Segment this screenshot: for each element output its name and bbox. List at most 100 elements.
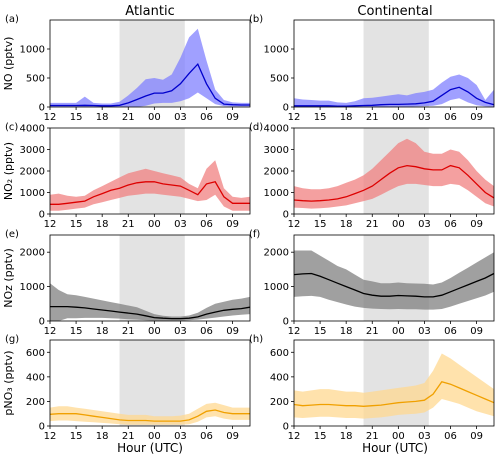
x-tick-label: 00	[392, 112, 405, 123]
uncertainty-band	[50, 283, 250, 321]
x-tick-label: 15	[314, 112, 327, 123]
y-tick-label: 1000	[264, 188, 289, 199]
x-tick-label: 03	[418, 112, 431, 123]
y-tick-label: 600	[270, 348, 289, 359]
uncertainty-band	[294, 138, 494, 209]
y-tick-label: 0	[283, 422, 289, 433]
y-tick-label: 500	[270, 74, 289, 85]
x-tick-label: 03	[174, 219, 187, 230]
x-tick-label: 12	[288, 326, 301, 337]
y-tick-label: 1000	[20, 45, 45, 56]
x-tick-label: 06	[444, 219, 457, 230]
x-tick-label: 09	[226, 112, 239, 123]
x-tick-label: 06	[444, 326, 457, 337]
x-tick-label: 21	[366, 219, 379, 230]
y-tick-label: 0	[39, 103, 45, 114]
y-tick-label: 1000	[264, 45, 289, 56]
column-title-atlantic: Atlantic	[125, 4, 174, 19]
x-tick-label: 12	[288, 112, 301, 123]
y-axis-label: NOz (pptv)	[2, 248, 15, 308]
mean-line	[294, 272, 494, 298]
mean-line	[294, 86, 494, 107]
x-tick-label: 06	[200, 112, 213, 123]
y-tick-label: 0	[283, 103, 289, 114]
x-tick-label: 21	[366, 431, 379, 442]
x-tick-label: 03	[418, 431, 431, 442]
x-tick-label: 21	[366, 326, 379, 337]
axes-frame	[293, 19, 495, 108]
panel-label: (a)	[5, 14, 19, 25]
x-tick-label: 03	[418, 219, 431, 230]
x-tick-label: 15	[314, 431, 327, 442]
y-tick-label: 1000	[20, 188, 45, 199]
column-title-continental: Continental	[357, 4, 432, 19]
x-tick-label: 15	[314, 326, 327, 337]
x-tick-label: 00	[148, 326, 161, 337]
x-tick-label: 12	[44, 326, 57, 337]
x-tick-label: 12	[44, 112, 57, 123]
x-tick-label: 18	[96, 112, 109, 123]
x-tick-label: 15	[70, 112, 83, 123]
y-tick-label: 200	[270, 397, 289, 408]
x-tick-label: 06	[200, 219, 213, 230]
x-axis-label-right: Hour (UTC)	[362, 441, 428, 455]
x-tick-label: 06	[444, 112, 457, 123]
night-shading	[119, 340, 185, 426]
y-tick-label: 4000	[20, 124, 45, 135]
mean-line	[50, 409, 250, 422]
y-tick-label: 200	[26, 397, 45, 408]
axes-frame	[49, 234, 251, 322]
x-tick-label: 21	[122, 431, 135, 442]
y-axis-label: pNO₃ (pptv)	[2, 350, 15, 415]
chart-panel: 0 500 1000 12 15 18 21 00 03 06 09 (b)	[249, 14, 495, 123]
x-tick-label: 18	[340, 326, 353, 337]
x-tick-label: 15	[70, 326, 83, 337]
uncertainty-band	[294, 353, 494, 419]
y-tick-label: 400	[270, 372, 289, 383]
x-tick-label: 09	[470, 112, 483, 123]
chart-panel: 0 1000 2000 12 15 18 21 00 03 06 09 (e) NOz (pptv)	[2, 229, 251, 337]
x-tick-label: 12	[44, 431, 57, 442]
x-tick-label: 21	[122, 112, 135, 123]
y-tick-label: 1000	[20, 282, 45, 293]
uncertainty-band	[50, 402, 250, 425]
chart-panel: 0 200 400 600 12 15 18 21 00 03 06 09 (g) pNO₃ (pptv)	[2, 334, 251, 442]
x-tick-label: 21	[122, 219, 135, 230]
chart-panel: 0 1000 2000 12 15 18 21 00 03 06 09 (f)	[249, 229, 495, 337]
x-tick-label: 15	[70, 431, 83, 442]
panel-label: (d)	[249, 122, 263, 133]
y-axis-label: NO₂ (pptv)	[2, 142, 15, 200]
x-tick-label: 00	[392, 219, 405, 230]
x-tick-label: 00	[148, 431, 161, 442]
x-tick-label: 09	[226, 219, 239, 230]
panel-label: (g)	[5, 334, 19, 345]
y-tick-label: 4000	[264, 124, 289, 135]
y-tick-label: 2000	[20, 167, 45, 178]
y-tick-label: 600	[26, 348, 45, 359]
x-tick-label: 06	[200, 431, 213, 442]
mean-line	[294, 164, 494, 202]
mean-line	[50, 181, 250, 205]
axes-frame	[293, 234, 495, 322]
x-tick-label: 09	[226, 431, 239, 442]
x-tick-label: 03	[174, 431, 187, 442]
y-tick-label: 1000	[264, 282, 289, 293]
x-tick-label: 18	[96, 219, 109, 230]
x-tick-label: 21	[366, 112, 379, 123]
uncertainty-band	[50, 160, 250, 211]
x-axis-label-left: Hour (UTC)	[117, 441, 183, 455]
x-tick-label: 09	[470, 219, 483, 230]
y-tick-label: 500	[26, 74, 45, 85]
x-tick-label: 00	[392, 431, 405, 442]
y-tick-label: 2000	[264, 248, 289, 259]
y-tick-label: 0	[39, 210, 45, 221]
x-tick-label: 03	[174, 326, 187, 337]
x-tick-label: 09	[226, 326, 239, 337]
x-tick-label: 09	[470, 431, 483, 442]
x-tick-label: 18	[96, 431, 109, 442]
x-tick-label: 00	[148, 219, 161, 230]
x-tick-label: 06	[444, 431, 457, 442]
chart-panel: 0 200 400 600 12 15 18 21 00 03 06 09 (h)	[249, 334, 495, 442]
